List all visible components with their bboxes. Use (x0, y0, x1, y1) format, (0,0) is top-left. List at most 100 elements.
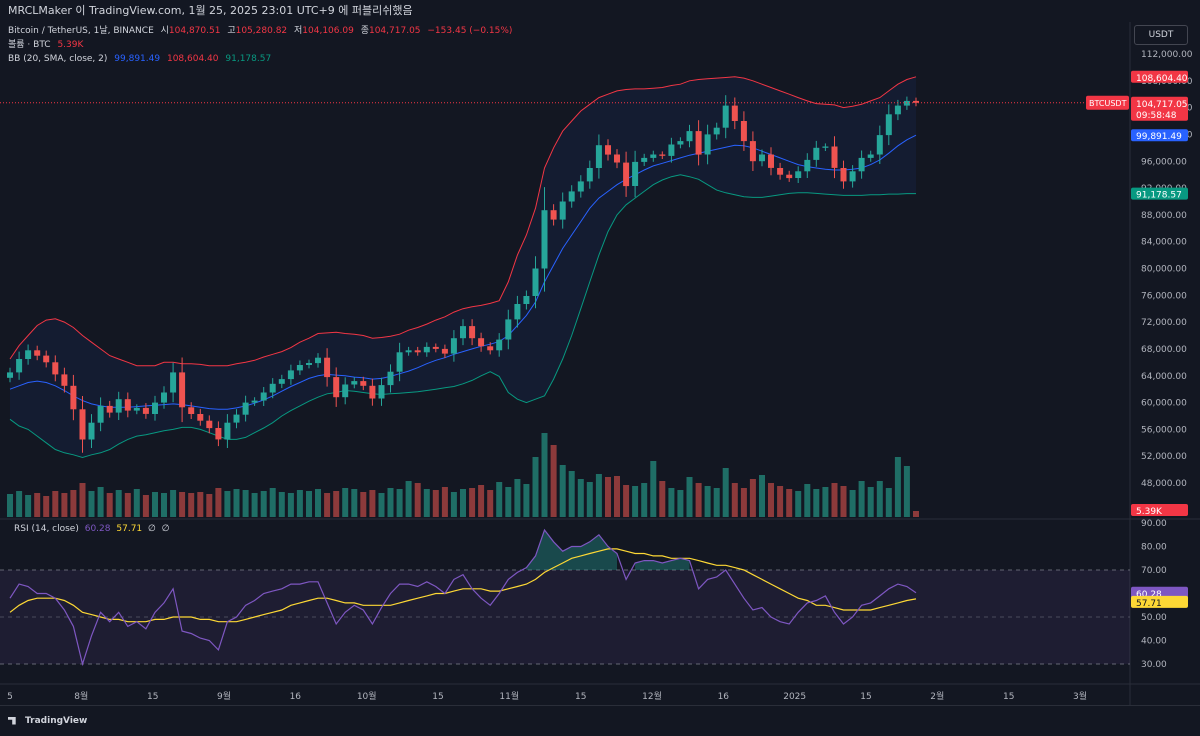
candle (342, 377, 349, 405)
volume-bar (179, 492, 186, 517)
volume-bar (614, 476, 620, 517)
volume-bar (206, 494, 213, 517)
volume-bar (469, 488, 476, 517)
candle-body (595, 145, 602, 168)
candle-body (7, 372, 13, 378)
symbol-name[interactable]: Bitcoin / TetherUS, 1날, BINANCE (8, 26, 154, 36)
candle (88, 414, 95, 448)
volume-legend-row[interactable]: 볼륨 · BTC 5.39K (8, 38, 516, 52)
candle-body (605, 145, 611, 155)
volume-bar (677, 490, 684, 517)
time-axis-tick: 16 (718, 692, 730, 702)
rsi-label[interactable]: RSI (14, close) (14, 524, 79, 534)
tradingview-logo[interactable]: TradingView (8, 716, 87, 726)
candle-body (686, 131, 693, 142)
price-axis-tick: 96,000.00 (1141, 157, 1187, 167)
candle-body (142, 407, 149, 414)
candle-body (414, 350, 421, 353)
volume-bar (913, 511, 919, 517)
low-value: 104,106.09 (302, 26, 354, 36)
price-axis-tick: 56,000.00 (1141, 425, 1187, 435)
price-axis-tick: 48,000.00 (1141, 479, 1187, 489)
time-axis-tick: 15 (1003, 692, 1014, 702)
volume-bar (822, 487, 829, 517)
volume-bar (287, 493, 294, 517)
candle (296, 360, 303, 375)
candle (532, 256, 539, 309)
candle (478, 332, 485, 352)
candle-body (88, 422, 95, 440)
candle (595, 134, 602, 179)
volume-bar (650, 461, 657, 517)
candle (79, 396, 86, 453)
candles (0, 95, 1130, 453)
price-axis-tick: 72,000.00 (1141, 318, 1187, 328)
volume-bar (52, 491, 59, 517)
candle (197, 408, 204, 426)
candle-body (342, 384, 349, 398)
candle-body (224, 422, 231, 440)
time-axis-tick: 5 (7, 692, 13, 702)
publish-header: MRCLMaker 이 TradingView.com, 1월 25, 2025… (0, 0, 1200, 22)
candle-body (34, 350, 41, 356)
volume-bar (161, 493, 167, 517)
candle (849, 165, 856, 188)
candle-body (822, 146, 829, 148)
volume-bar (233, 489, 240, 517)
volume-bar (423, 489, 430, 517)
volume-bar (586, 482, 593, 517)
candle-body (885, 114, 892, 136)
candle-body (505, 319, 512, 340)
candle-body (586, 168, 593, 182)
rsi-axis-tick: 30.00 (1141, 660, 1167, 670)
volume-bar (704, 486, 711, 517)
rsi-axis-tick: 50.00 (1141, 613, 1167, 623)
volume-bar (867, 487, 874, 517)
volume-label[interactable]: 볼륨 · BTC (8, 40, 51, 50)
candle-body (659, 154, 666, 156)
candle (25, 344, 32, 365)
candle (251, 397, 258, 406)
currency-unit-button[interactable]: USDT (1134, 25, 1188, 45)
volume-bar (224, 491, 231, 517)
candle (722, 95, 729, 139)
chart-canvas[interactable]: 112,000.00108,000.00104,000.00100,000.00… (0, 0, 1200, 705)
candle (885, 104, 892, 146)
bb-legend-row[interactable]: BB (20, SMA, close, 2) 99,891.49 108,604… (8, 52, 516, 66)
symbol-legend-row[interactable]: Bitcoin / TetherUS, 1날, BINANCE 시104,870… (8, 24, 516, 38)
bb-upper-tag: 108,604.40 (1131, 70, 1188, 84)
candle (840, 160, 847, 189)
rsi-legend[interactable]: RSI (14, close) 60.28 57.71 ∅ ∅ (14, 524, 173, 534)
candle-body (387, 371, 394, 386)
candle (287, 364, 294, 385)
rsi-lines (0, 528, 1130, 667)
candle (505, 309, 512, 350)
candle (577, 175, 584, 198)
price-axis-tick: 112,000.00 (1141, 50, 1193, 60)
candle (514, 295, 521, 328)
candle (133, 404, 140, 415)
candle (749, 131, 756, 171)
candle-body (623, 162, 630, 187)
candle-body (16, 359, 23, 373)
candle (351, 377, 358, 389)
rsi-pane[interactable] (0, 522, 1130, 682)
volume-bar (97, 487, 104, 517)
candle-body (831, 146, 838, 168)
bb-label[interactable]: BB (20, SMA, close, 2) (8, 54, 108, 64)
time-axis-tick: 8월 (74, 690, 88, 702)
candle-body (496, 339, 503, 351)
volume-bar (61, 493, 68, 517)
volume-bar (786, 489, 793, 517)
candle-body (170, 372, 177, 393)
rsi-tag: 60.28 (1131, 586, 1188, 600)
price-axis-tick: 60,000.00 (1141, 399, 1187, 409)
volume-bar (840, 486, 847, 517)
price-pane[interactable] (0, 22, 1130, 517)
candle-body (441, 348, 448, 354)
volume-bar (496, 482, 503, 517)
volume-bar (70, 490, 77, 517)
volume-bar (740, 488, 747, 517)
volume-bar (324, 493, 331, 517)
price-axis-tick: 80,000.00 (1141, 265, 1187, 275)
